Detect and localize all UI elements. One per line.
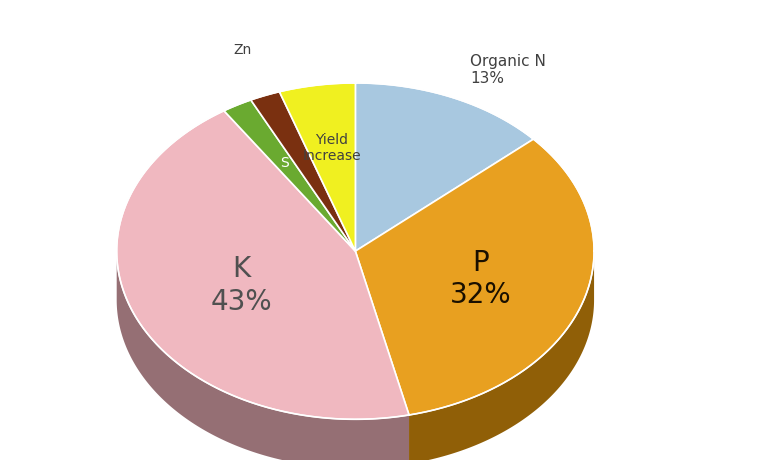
PathPatch shape bbox=[224, 100, 356, 251]
Text: Yield
Increase: Yield Increase bbox=[302, 133, 361, 163]
Text: P
32%: P 32% bbox=[450, 249, 511, 309]
Text: K
43%: K 43% bbox=[210, 255, 272, 316]
Polygon shape bbox=[409, 251, 594, 464]
PathPatch shape bbox=[117, 111, 409, 419]
Polygon shape bbox=[117, 252, 409, 467]
Text: S: S bbox=[280, 156, 289, 170]
Text: Zn: Zn bbox=[233, 42, 252, 57]
PathPatch shape bbox=[356, 83, 533, 251]
PathPatch shape bbox=[251, 92, 356, 251]
PathPatch shape bbox=[279, 83, 356, 251]
PathPatch shape bbox=[356, 139, 594, 415]
Text: Organic N
13%: Organic N 13% bbox=[470, 54, 546, 86]
